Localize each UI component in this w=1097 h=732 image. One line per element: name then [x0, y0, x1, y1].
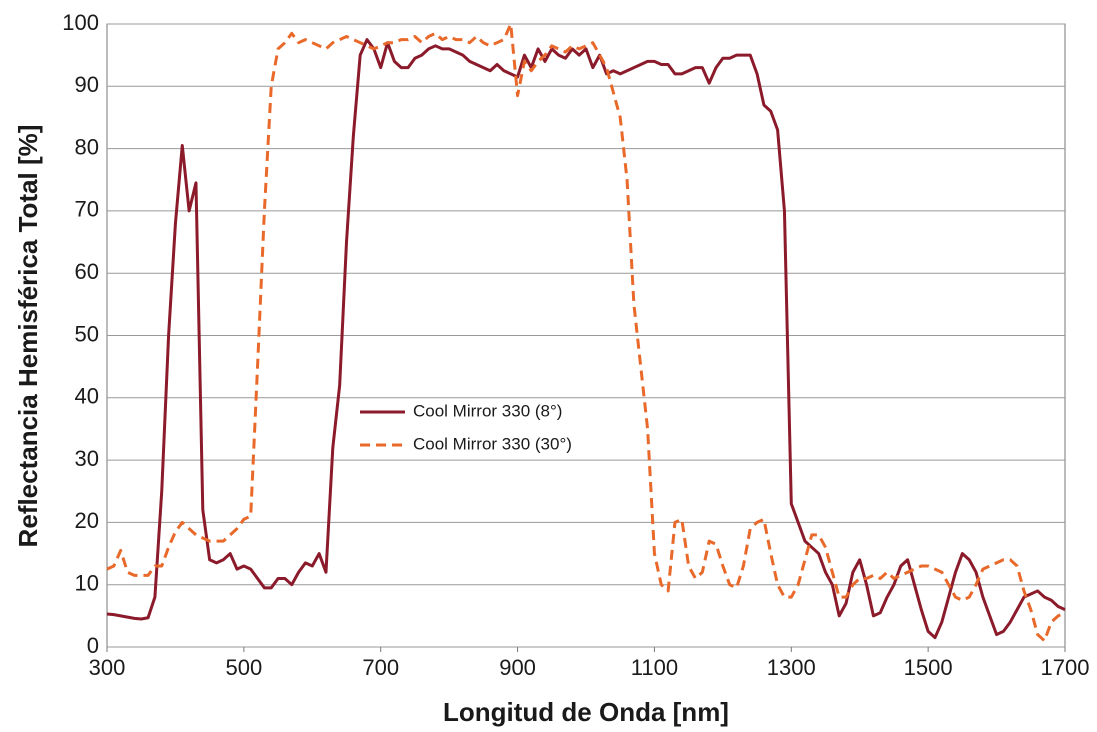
data-line [106, 22, 1066, 643]
x-tick-label: 300 [89, 655, 126, 680]
y-tick-label: 70 [75, 197, 99, 222]
x-tick-label: 1500 [904, 655, 953, 680]
y-tick-label: 10 [75, 571, 99, 596]
data-line [106, 38, 1066, 640]
y-tick-label: 60 [75, 259, 99, 284]
x-tick-label: 700 [362, 655, 399, 680]
legend-label: Cool Mirror 330 (30°) [413, 434, 572, 453]
y-tick-label: 0 [87, 633, 99, 658]
y-tick-label: 80 [75, 134, 99, 159]
legend-label: Cool Mirror 330 (8°) [413, 401, 562, 420]
x-tick-label: 500 [225, 655, 262, 680]
y-tick-label: 40 [75, 384, 99, 409]
x-tick-label: 1700 [1041, 655, 1090, 680]
x-tick-label: 1300 [767, 655, 816, 680]
y-tick-label: 90 [75, 72, 99, 97]
y-tick-label: 50 [75, 321, 99, 346]
x-axis-title: Longitud de Onda [nm] [443, 697, 729, 727]
y-tick-label: 20 [75, 508, 99, 533]
y-axis-title: Reflectancia Hemisférica Total [%] [13, 125, 43, 548]
y-tick-label: 30 [75, 446, 99, 471]
x-tick-label: 900 [499, 655, 536, 680]
x-tick-label: 1100 [631, 655, 678, 680]
y-tick-label: 100 [62, 10, 99, 35]
